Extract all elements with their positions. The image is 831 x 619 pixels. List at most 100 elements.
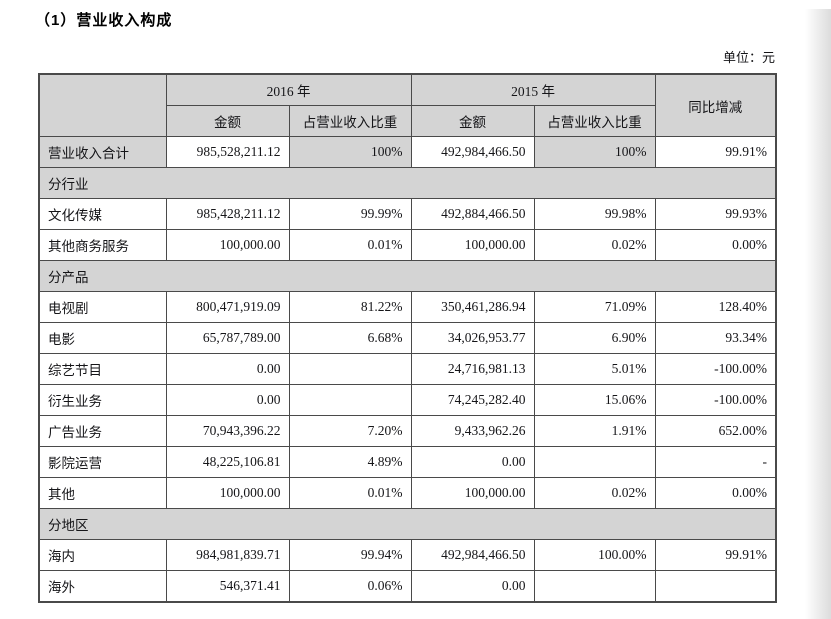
yoy-value: -100.00% <box>654 384 777 416</box>
page-edge-shadow <box>805 9 831 619</box>
table-body: 营业收入合计 985,528,211.12 100% 492,984,466.50 10… <box>38 136 777 603</box>
amount-2015-header: 金额 <box>410 105 535 137</box>
amount-2015: 9,433,962.26 <box>410 415 535 447</box>
amount-2016: 985,428,211.12 <box>165 198 290 230</box>
amount-2015: 0.00 <box>410 446 535 478</box>
unit-label: 单位：元 <box>722 50 775 65</box>
pct-2015 <box>533 446 656 478</box>
pct-2015: 71.09% <box>533 291 656 323</box>
table-row: 其他 100,000.00 0.01% 100,000.00 0.02% 0.00% <box>38 477 777 509</box>
pct-2015: 100.00% <box>533 539 656 571</box>
amount-2015: 492,984,466.50 <box>410 136 535 168</box>
amount-2016: 0.00 <box>165 353 290 385</box>
pct-2016: 0.06% <box>288 570 412 603</box>
pct-2015 <box>533 570 656 603</box>
yoy-value: 99.91% <box>654 539 777 571</box>
table-header: 2016 年 2015 年 同比增减 金额 占营业收入比重 金额 占营业收入比重 <box>38 73 777 137</box>
year-2015-header: 2015 年 <box>410 73 656 106</box>
yoy-value: 0.00% <box>654 229 777 261</box>
table-row: 海外 546,371.41 0.06% 0.00 <box>38 570 777 603</box>
yoy-value: 128.40% <box>654 291 777 323</box>
header-row-measures: 金额 占营业收入比重 金额 占营业收入比重 <box>39 105 776 137</box>
pct-2015: 100% <box>533 136 656 168</box>
section-label: 分行业 <box>38 167 777 199</box>
yoy-value: - <box>654 446 777 478</box>
amount-2016: 985,528,211.12 <box>165 136 290 168</box>
amount-2015: 100,000.00 <box>410 477 535 509</box>
amount-2016: 100,000.00 <box>165 477 290 509</box>
pct-2016: 99.99% <box>288 198 412 230</box>
amount-2016: 546,371.41 <box>165 570 290 603</box>
pct-2016: 99.94% <box>288 539 412 571</box>
yoy-value: 99.93% <box>654 198 777 230</box>
corner-cell <box>38 73 167 137</box>
section-row: 分行业 <box>38 167 777 199</box>
pct-2015: 15.06% <box>533 384 656 416</box>
yoy-value: -100.00% <box>654 353 777 385</box>
pct-2016: 4.89% <box>288 446 412 478</box>
pct-2016 <box>288 384 412 416</box>
row-label: 营业收入合计 <box>38 136 167 168</box>
document-page: （1）营业收入构成 单位：元 2016 年 2015 年 同比增减 金额 占营业… <box>35 9 777 603</box>
amount-2016: 984,981,839.71 <box>165 539 290 571</box>
pct-2016: 6.68% <box>288 322 412 354</box>
row-label: 海外 <box>38 570 167 603</box>
table-row: 综艺节目 0.00 24,716,981.13 5.01% -100.00% <box>38 353 777 385</box>
pct-2016: 0.01% <box>288 477 412 509</box>
row-label: 电影 <box>38 322 167 354</box>
table-row: 电影 65,787,789.00 6.68% 34,026,953.77 6.90% 93… <box>38 322 777 354</box>
section-row: 分地区 <box>38 508 777 540</box>
yoy-header: 同比增减 <box>654 73 777 137</box>
pct-2016: 81.22% <box>288 291 412 323</box>
row-label: 衍生业务 <box>38 384 167 416</box>
amount-2016: 70,943,396.22 <box>165 415 290 447</box>
table-row: 营业收入合计 985,528,211.12 100% 492,984,466.50 10… <box>38 136 777 168</box>
pct-2015: 99.98% <box>533 198 656 230</box>
amount-2016: 100,000.00 <box>165 229 290 261</box>
section-title: （1）营业收入构成 <box>35 12 173 29</box>
yoy-value: 652.00% <box>654 415 777 447</box>
row-label: 影院运营 <box>38 446 167 478</box>
amount-2015: 492,984,466.50 <box>410 539 535 571</box>
row-label: 文化传媒 <box>38 198 167 230</box>
section-label: 分地区 <box>38 508 777 540</box>
pct-2016: 100% <box>288 136 412 168</box>
pct-2015: 0.02% <box>533 229 656 261</box>
table-row: 海内 984,981,839.71 99.94% 492,984,466.50 100.… <box>38 539 777 571</box>
table-row: 文化传媒 985,428,211.12 99.99% 492,884,466.50 99… <box>38 198 777 230</box>
pct-2015-header: 占营业收入比重 <box>533 105 656 137</box>
row-label: 电视剧 <box>38 291 167 323</box>
amount-2016: 800,471,919.09 <box>165 291 290 323</box>
yoy-value <box>654 570 777 603</box>
yoy-value: 93.34% <box>654 322 777 354</box>
amount-2015: 350,461,286.94 <box>410 291 535 323</box>
pct-2016-header: 占营业收入比重 <box>288 105 412 137</box>
amount-2015: 492,884,466.50 <box>410 198 535 230</box>
header-row-years: 2016 年 2015 年 同比增减 <box>38 73 777 137</box>
amount-2015: 100,000.00 <box>410 229 535 261</box>
section-label: 分产品 <box>38 260 777 292</box>
amount-2015: 24,716,981.13 <box>410 353 535 385</box>
yoy-value: 0.00% <box>654 477 777 509</box>
table-row: 电视剧 800,471,919.09 81.22% 350,461,286.94 71.… <box>38 291 777 323</box>
amount-2016: 65,787,789.00 <box>165 322 290 354</box>
pct-2016: 7.20% <box>288 415 412 447</box>
year-2016-header: 2016 年 <box>165 73 412 106</box>
yoy-value: 99.91% <box>654 136 777 168</box>
amount-2016-header: 金额 <box>165 105 290 137</box>
row-label: 其他 <box>38 477 167 509</box>
table-row: 其他商务服务 100,000.00 0.01% 100,000.00 0.02% 0.00… <box>38 229 777 261</box>
row-label: 广告业务 <box>38 415 167 447</box>
row-label: 其他商务服务 <box>38 229 167 261</box>
pct-2015: 1.91% <box>533 415 656 447</box>
pct-2015: 6.90% <box>533 322 656 354</box>
row-label: 综艺节目 <box>38 353 167 385</box>
row-label: 海内 <box>38 539 167 571</box>
revenue-composition-table: 2016 年 2015 年 同比增减 金额 占营业收入比重 金额 占营业收入比重… <box>38 73 777 603</box>
table-row: 广告业务 70,943,396.22 7.20% 9,433,962.26 1.91% 6… <box>38 415 777 447</box>
pct-2015: 0.02% <box>533 477 656 509</box>
amount-2016: 0.00 <box>165 384 290 416</box>
pct-2015: 5.01% <box>533 353 656 385</box>
pct-2016: 0.01% <box>288 229 412 261</box>
amount-2016: 48,225,106.81 <box>165 446 290 478</box>
